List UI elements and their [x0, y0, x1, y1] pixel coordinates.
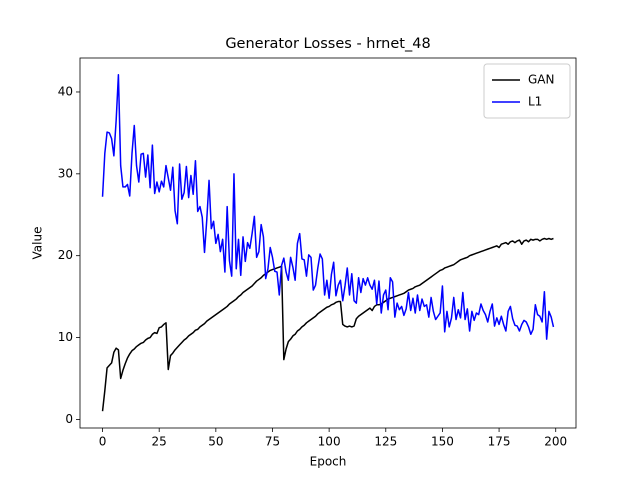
y-tick-label: 0: [65, 412, 73, 426]
y-tick-label: 10: [58, 330, 73, 344]
series-line: [101, 74, 555, 340]
x-tick-label: 25: [152, 435, 167, 449]
legend-label: L1: [528, 95, 542, 109]
y-axis-label: Value: [31, 227, 45, 260]
chart-title: Generator Losses - hrnet_48: [225, 36, 430, 52]
x-tick-label: 50: [208, 435, 223, 449]
x-tick-label: 200: [544, 435, 567, 449]
y-tick-label: 40: [58, 84, 73, 98]
x-tick-label: 0: [99, 435, 107, 449]
plot-frame: [79, 57, 577, 429]
x-tick-label: 125: [374, 435, 397, 449]
x-axis-label: Epoch: [310, 455, 347, 469]
x-tick-label: 75: [265, 435, 280, 449]
y-tick-label: 30: [58, 166, 73, 180]
x-tick-label: 100: [318, 435, 341, 449]
legend-label: GAN: [528, 73, 554, 87]
legend-box: [483, 63, 571, 119]
x-tick-label: 175: [488, 435, 511, 449]
series-line: [101, 237, 554, 412]
y-tick-label: 20: [58, 248, 73, 262]
x-tick-label: 150: [431, 435, 454, 449]
